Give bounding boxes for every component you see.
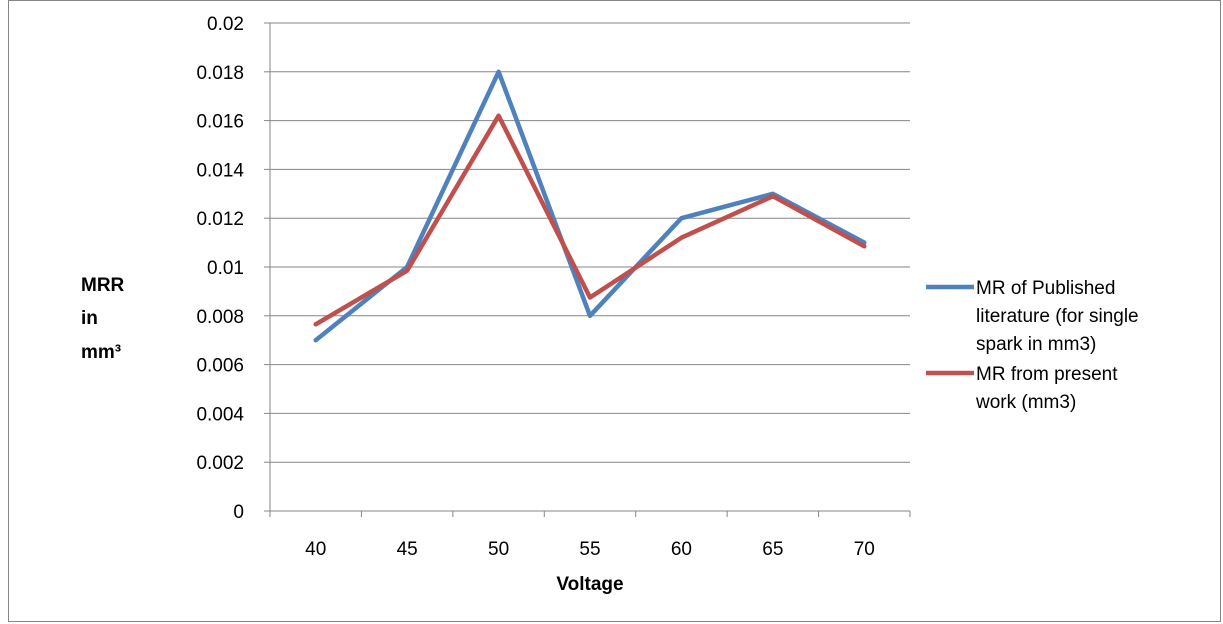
y-axis-title-line: mm³ [81,342,121,363]
y-tick-label: 0.002 [196,453,244,474]
x-tick-label: 70 [854,539,875,560]
y-tick-label: 0.018 [196,63,244,84]
x-tick-label: 40 [305,539,326,560]
y-tick-label: 0.004 [196,404,244,425]
chart-frame [8,0,1221,622]
series-line-2 [313,113,867,327]
legend-item-2: MR from present work (mm3) [926,364,1118,413]
y-tick-label: 0 [233,502,244,523]
legend-label: MR from present [976,364,1118,385]
y-tick-label: 0.006 [196,356,244,377]
legend: MR of Published literature (for single spa… [926,278,1139,413]
y-tick-label: 0.02 [207,14,244,35]
legend-label: literature (for single [976,306,1139,327]
y-tick-label: 0.014 [196,160,244,181]
legend-label: MR of Published [976,278,1115,299]
x-tick-labels: 40 45 50 55 60 65 70 [305,539,875,560]
legend-label: spark in mm3) [976,334,1096,355]
legend-label: work (mm3) [975,392,1076,413]
y-tick-label: 0.008 [196,307,244,328]
x-tick-label: 50 [488,539,509,560]
y-axis-title-line: MRR [81,275,125,296]
y-axis-title: MRR in mm³ [81,275,125,363]
series-lines [313,69,867,343]
y-tick-label: 0.01 [207,258,244,279]
x-axis-title: Voltage [556,574,623,595]
y-axis-title-line: in [81,308,98,329]
axes [264,22,911,517]
x-tick-label: 65 [762,539,783,560]
x-tick-label: 55 [579,539,600,560]
legend-item-1: MR of Published literature (for single spa… [926,278,1139,355]
x-tick-label: 45 [397,539,418,560]
y-tick-label: 0.012 [196,209,244,230]
x-tick-label: 60 [671,539,692,560]
y-tick-label: 0.016 [196,112,244,133]
series-line-1 [313,69,867,343]
gridlines [270,22,910,463]
y-tick-labels: 0 0.002 0.004 0.006 0.008 0.01 0.012 0.014 0.016… [196,14,244,523]
